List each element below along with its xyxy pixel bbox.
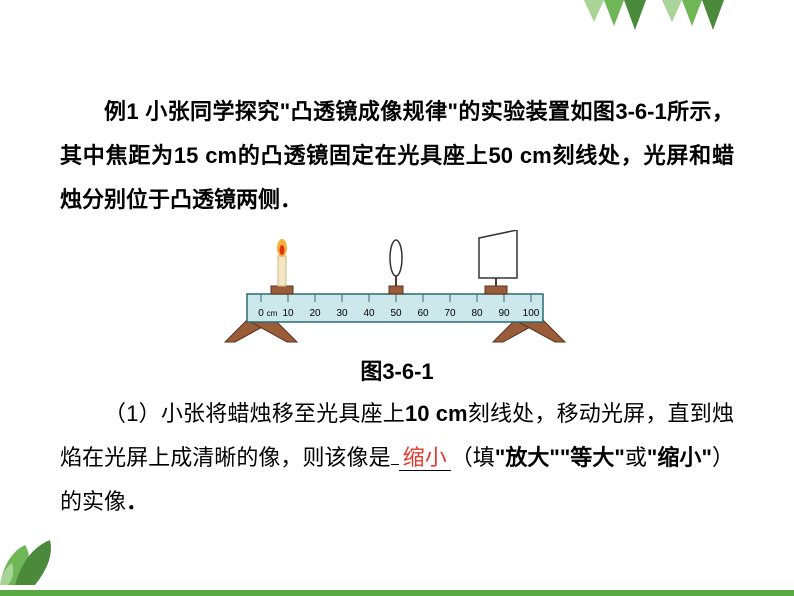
svg-text:50: 50: [390, 308, 402, 319]
svg-text:30: 30: [336, 308, 348, 319]
example-label: 例1: [104, 99, 139, 124]
svg-text:cm: cm: [267, 309, 278, 318]
svg-text:0: 0: [258, 308, 264, 319]
q1-v1: 10 cm: [405, 401, 468, 426]
p1-v2: 50 cm: [489, 143, 552, 168]
example-intro: 例1 小张同学探究"凸透镜成像规律"的实验装置如图3-6-1所示，其中焦距为15…: [60, 90, 734, 222]
candle-body: [278, 256, 286, 286]
bottom-border: [0, 590, 794, 596]
p1-b4: 的凸透镜固定在光具座上: [237, 143, 488, 168]
q1-b3: （填: [451, 445, 495, 470]
lens-holder: [389, 286, 403, 294]
p1-b2: 的实验装置如图: [458, 99, 615, 124]
blank-lead: [391, 464, 399, 465]
p1-q1: "凸透镜成像规律": [280, 99, 458, 124]
p1-b1: 小张同学探究: [139, 99, 280, 124]
figure-caption: 图3-6-1: [60, 354, 734, 386]
q1-b1: 小张将蜡烛移至光具座上: [161, 401, 405, 426]
answer-blank: 缩小: [399, 445, 451, 471]
bench-feet: [225, 320, 565, 342]
leaf-group: [584, 0, 724, 30]
light-screen: [479, 230, 517, 278]
q1-opt1: "放大""等大": [495, 445, 625, 470]
screen-holder: [485, 286, 507, 294]
candle-holder: [271, 286, 293, 294]
q1-end: ．: [126, 489, 148, 514]
svg-text:20: 20: [309, 308, 321, 319]
svg-text:10: 10: [282, 308, 294, 319]
svg-text:90: 90: [498, 308, 510, 319]
svg-text:80: 80: [471, 308, 483, 319]
q1-prefix: （1）: [104, 401, 161, 426]
optics-diagram: 0 cm 10 20 30 40 50 60 70 80 90 100: [60, 230, 734, 350]
svg-text:40: 40: [363, 308, 375, 319]
flame-inner: [280, 245, 285, 255]
p1-fig: 3-6-1: [615, 99, 666, 124]
svg-text:60: 60: [417, 308, 429, 319]
slide-content: 例1 小张同学探究"凸透镜成像规律"的实验装置如图3-6-1所示，其中焦距为15…: [60, 90, 734, 524]
convex-lens: [390, 240, 402, 276]
q1-b4: 或: [625, 445, 647, 470]
bottom-leaf-decor: [0, 535, 70, 590]
svg-text:100: 100: [523, 308, 540, 319]
question-1: （1）小张将蜡烛移至光具座上10 cm刻线处，移动光屏，直到烛焰在光屏上成清晰的…: [60, 392, 734, 524]
p1-end: ．: [280, 187, 302, 212]
svg-text:70: 70: [444, 308, 456, 319]
p1-v1: 15 cm: [174, 143, 237, 168]
top-leaf-decor: [574, 0, 734, 45]
q1-opt2: "缩小": [647, 445, 712, 470]
